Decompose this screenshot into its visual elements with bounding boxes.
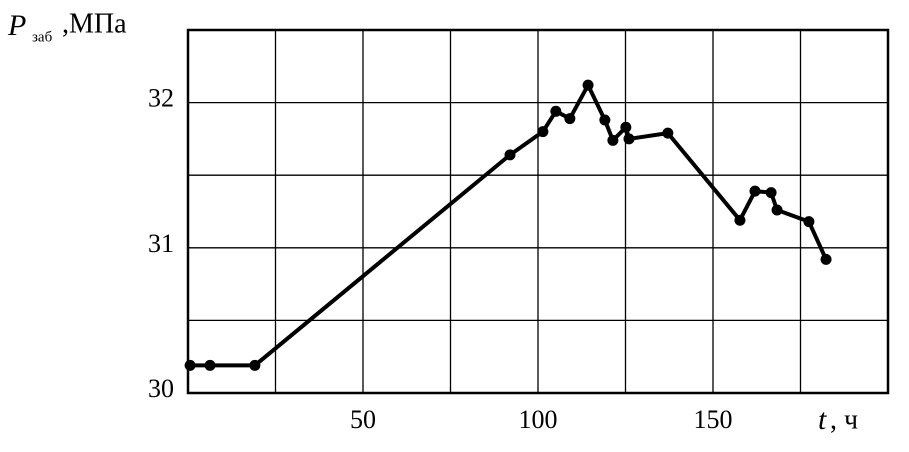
- point: [803, 216, 815, 228]
- x-label-symbol: t: [818, 403, 827, 436]
- point: [607, 134, 619, 146]
- point: [820, 253, 832, 265]
- point: [623, 133, 635, 145]
- point: [537, 126, 549, 138]
- x-tick-label: 50: [350, 405, 376, 434]
- y-label-subscript: заб: [32, 29, 53, 45]
- y-label-symbol: P: [7, 9, 26, 42]
- point: [504, 149, 516, 161]
- line: [190, 83, 828, 368]
- x-tick-label: 150: [694, 405, 733, 434]
- point: [771, 204, 783, 216]
- point: [662, 127, 674, 139]
- point: [620, 121, 632, 133]
- point: [599, 114, 611, 126]
- y-label-unit: ,МПа: [62, 8, 127, 39]
- x-label-unit: , ч: [830, 404, 858, 435]
- point: [249, 359, 261, 371]
- point: [550, 105, 562, 117]
- point: [204, 359, 216, 371]
- point: [184, 359, 196, 371]
- point: [749, 185, 761, 197]
- y-tick-label: 32: [148, 84, 174, 113]
- point: [564, 113, 576, 125]
- point: [582, 79, 594, 91]
- point: [734, 214, 746, 226]
- point: [765, 187, 777, 199]
- y-tick-label: 31: [148, 229, 174, 258]
- x-tick-label: 100: [519, 405, 558, 434]
- y-tick-label: 30: [148, 374, 174, 403]
